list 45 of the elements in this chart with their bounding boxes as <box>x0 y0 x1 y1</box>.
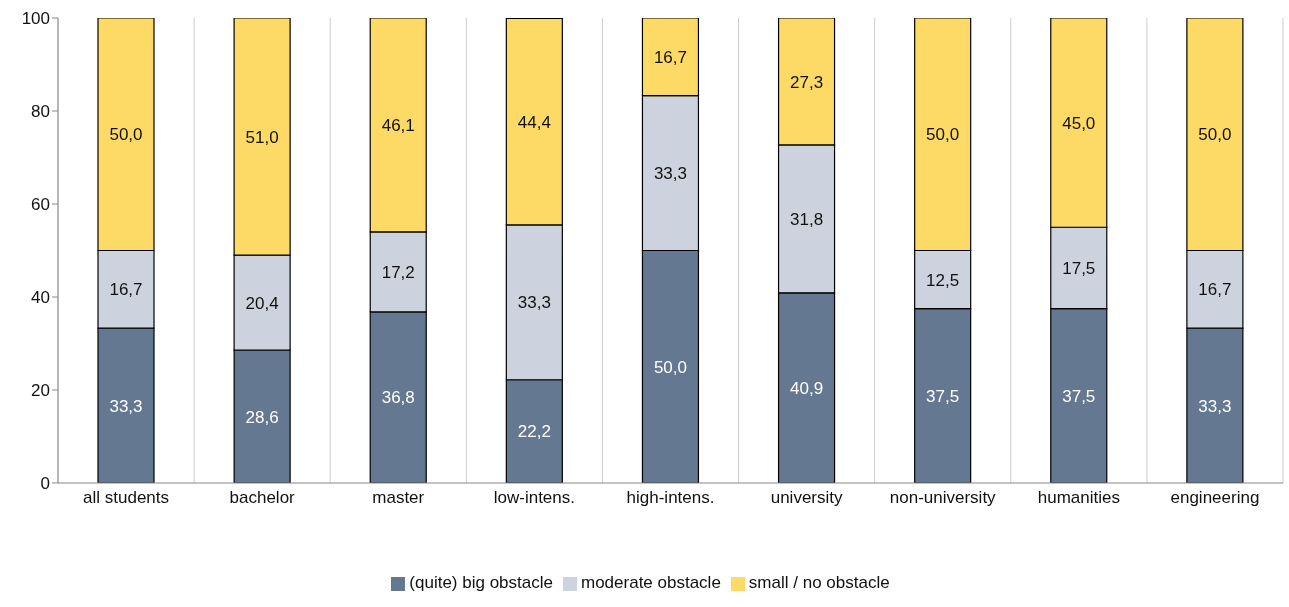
data-label: 17,2 <box>381 262 415 282</box>
data-label: 16,7 <box>653 47 687 67</box>
data-label: 37,5 <box>926 386 960 406</box>
data-label: 33,3 <box>653 164 687 184</box>
data-label: 51,0 <box>245 127 279 147</box>
y-tick-label: 0 <box>40 474 50 494</box>
data-label: 12,5 <box>926 270 960 290</box>
data-label: 50,0 <box>109 125 143 145</box>
x-tick-label: engineering <box>1170 488 1260 508</box>
y-tick-label: 40 <box>31 288 50 308</box>
data-label: 22,2 <box>517 422 551 442</box>
legend-label: (quite) big obstacle <box>409 573 553 592</box>
data-label: 33,3 <box>109 396 143 416</box>
data-label: 16,7 <box>109 280 143 300</box>
data-label: 17,5 <box>1062 258 1096 278</box>
data-label: 37,5 <box>1062 386 1096 406</box>
y-tick-label: 20 <box>31 381 50 401</box>
data-label: 28,6 <box>245 407 279 427</box>
data-label: 36,8 <box>381 388 415 408</box>
y-tick-label: 60 <box>31 195 50 215</box>
data-label: 50,0 <box>926 125 960 145</box>
data-label: 40,9 <box>790 378 824 398</box>
data-label: 44,4 <box>517 112 551 132</box>
x-tick-label: humanities <box>1037 488 1120 508</box>
x-tick-label: all students <box>83 488 170 508</box>
x-tick-label: non-university <box>889 488 997 508</box>
data-label: 50,0 <box>1198 125 1232 145</box>
legend-label: moderate obstacle <box>580 573 721 592</box>
x-tick-label: university <box>770 488 844 508</box>
legend-label: small / no obstacle <box>748 573 890 592</box>
data-label: 31,8 <box>790 209 824 229</box>
data-label: 45,0 <box>1062 113 1096 133</box>
data-label: 16,7 <box>1198 280 1232 300</box>
y-tick-label: 80 <box>31 102 50 122</box>
data-label: 33,3 <box>517 293 551 313</box>
data-label: 46,1 <box>381 115 415 135</box>
x-tick-label: high-intens. <box>626 488 715 508</box>
data-label: 20,4 <box>245 293 279 313</box>
x-tick-label: bachelor <box>229 488 296 508</box>
data-label: 27,3 <box>790 72 824 92</box>
x-tick-label: low-intens. <box>493 488 576 508</box>
data-label: 33,3 <box>1198 396 1232 416</box>
y-tick-label: 100 <box>21 9 50 29</box>
data-label: 50,0 <box>653 357 687 377</box>
x-tick-label: master <box>372 488 425 508</box>
